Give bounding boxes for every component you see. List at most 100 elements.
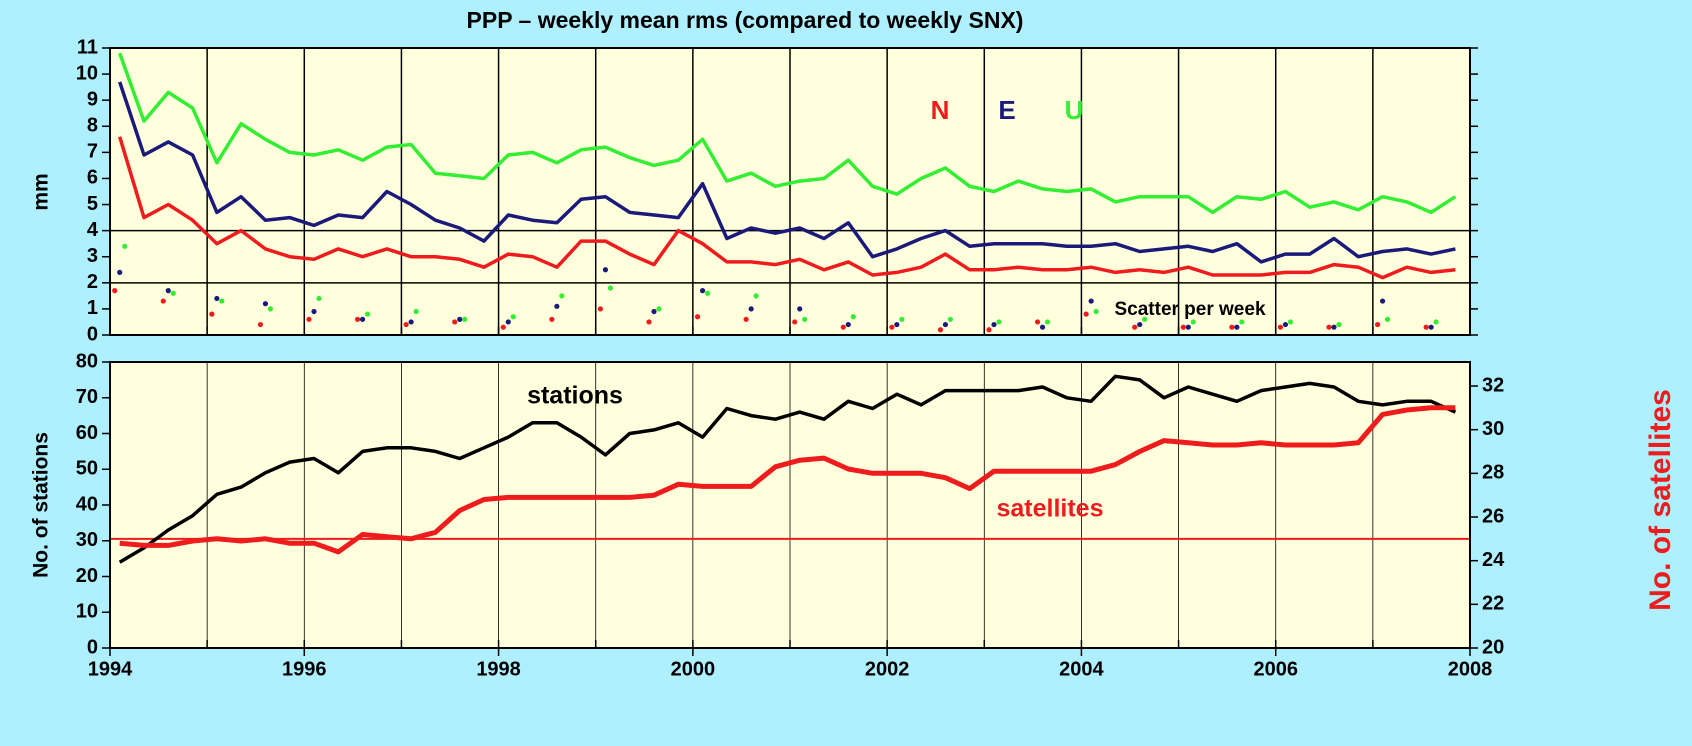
scatter-point — [1239, 319, 1245, 325]
scatter-point — [219, 298, 225, 304]
y-tick-label: 4 — [87, 219, 99, 241]
scatter-point — [792, 319, 798, 325]
scatter-point — [359, 316, 366, 322]
scatter-point — [311, 308, 317, 315]
scatter-point — [1229, 324, 1235, 330]
scatter-point — [354, 316, 361, 322]
y-tick-label: 0 — [87, 323, 98, 345]
scatter-point — [840, 324, 846, 330]
y2-tick-label: 30 — [1482, 418, 1504, 440]
y-axis-label: mm — [30, 173, 53, 210]
plot-frame — [109, 361, 1471, 649]
y-tick-label: 10 — [76, 601, 98, 623]
y-tick-label: 30 — [76, 529, 98, 551]
scatter-point — [991, 321, 997, 328]
y2-tick-label: 28 — [1482, 462, 1504, 484]
scatter-point — [1137, 321, 1143, 328]
scatter-point — [549, 316, 555, 322]
scatter-point — [1287, 319, 1294, 325]
x-tick-label: 1996 — [282, 658, 327, 680]
series-label: satellites — [996, 495, 1103, 523]
x-tick-label: 2006 — [1253, 658, 1298, 680]
scatter-point — [117, 269, 123, 275]
y-tick-label: 0 — [87, 636, 98, 658]
x-tick-label: 2002 — [865, 658, 910, 680]
line-series — [118, 52, 1457, 215]
scatter-point — [1034, 319, 1041, 325]
scatter-point — [845, 321, 851, 328]
scatter-point — [947, 316, 954, 322]
scatter-point — [122, 243, 128, 249]
y2-axis-label: No. of satellites — [1644, 389, 1677, 611]
y-tick-label: 1 — [87, 297, 98, 319]
y-tick-label: 7 — [87, 141, 98, 163]
scatter-point — [262, 301, 269, 307]
scatter-point — [1185, 324, 1191, 330]
scatter-point — [403, 321, 409, 328]
line-series — [118, 81, 1456, 264]
y-tick-label: 8 — [87, 115, 98, 137]
scatter-point — [656, 306, 662, 312]
x-tick-label: 2004 — [1059, 658, 1104, 680]
scatter-point — [1180, 324, 1186, 330]
scatter-point — [1374, 321, 1381, 328]
scatter-point — [112, 288, 118, 294]
plot-frame — [109, 47, 1471, 336]
scatter-point — [646, 319, 652, 325]
line-series — [118, 374, 1457, 564]
line-series — [119, 405, 1456, 555]
y2-tick-label: 24 — [1482, 549, 1505, 571]
scatter-point — [1282, 321, 1289, 328]
y-tick-label: 50 — [76, 458, 98, 480]
scatter-point — [306, 316, 312, 322]
scatter-point — [267, 306, 274, 312]
scatter-point — [1142, 316, 1148, 322]
scatter-point — [1433, 319, 1439, 325]
scatter-point — [1039, 324, 1046, 330]
scatter-point — [850, 314, 856, 320]
scatter-point — [996, 319, 1002, 325]
scatter-point — [1326, 324, 1332, 330]
scatter-point — [704, 290, 711, 296]
scatter-point — [559, 293, 565, 299]
scatter-point — [1088, 298, 1094, 304]
scatter-point — [165, 288, 171, 294]
scatter-point — [889, 324, 895, 330]
scatter-point — [797, 306, 803, 312]
scatter-point — [1379, 298, 1386, 304]
chart-title: PPP – weekly mean rms (compared to weekl… — [467, 7, 1024, 33]
scatter-point — [894, 321, 900, 328]
scatter-point — [462, 316, 468, 322]
y-tick-label: 70 — [76, 386, 98, 408]
scatter-point — [607, 285, 614, 291]
y-tick-label: 80 — [76, 350, 98, 372]
x-tick-label: 1998 — [476, 658, 521, 680]
line-series — [118, 136, 1456, 280]
scatter-point — [408, 319, 414, 325]
scatter-point — [1336, 321, 1342, 328]
scatter-point — [986, 327, 992, 333]
scatter-point — [748, 306, 754, 312]
y-tick-label: 11 — [77, 36, 98, 58]
y-tick-label: 2 — [87, 271, 98, 293]
scatter-point — [597, 306, 604, 312]
scatter-point — [651, 308, 657, 315]
y-tick-label: 40 — [76, 493, 98, 515]
scatter-point — [1428, 324, 1434, 330]
scatter-point — [942, 321, 949, 328]
scatter-point — [1190, 319, 1196, 325]
scatter-point — [170, 290, 176, 296]
scatter-point — [1331, 324, 1337, 330]
scatter-point — [694, 314, 701, 320]
scatter-point — [209, 311, 215, 317]
y-tick-label: 20 — [76, 565, 98, 587]
x-tick-label: 2000 — [671, 658, 716, 680]
y-axis-label: No. of stations — [30, 432, 53, 578]
scatter-point — [602, 267, 609, 273]
scatter-point — [1132, 324, 1138, 330]
scatter-point — [1384, 316, 1391, 322]
y-tick-label: 10 — [76, 62, 98, 84]
y-tick-label: 6 — [87, 167, 98, 189]
scatter-point — [554, 303, 560, 309]
scatter-point — [743, 316, 749, 322]
